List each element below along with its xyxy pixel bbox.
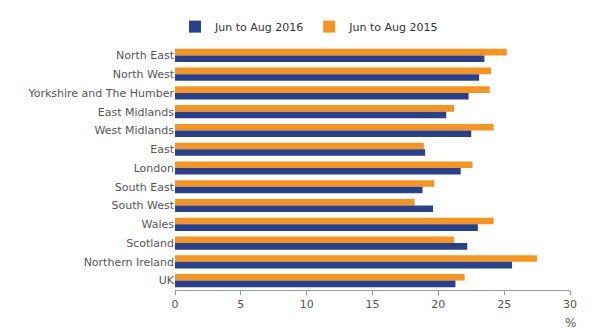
svg-text:Jun to Aug 2016: Jun to Aug 2016 xyxy=(214,21,303,34)
svg-text:Northern Ireland: Northern Ireland xyxy=(84,256,174,269)
svg-text:North East: North East xyxy=(116,49,175,62)
svg-text:15: 15 xyxy=(366,298,380,311)
svg-text:London: London xyxy=(134,162,174,175)
svg-text:Wales: Wales xyxy=(142,218,175,231)
svg-text:Jun to Aug 2015: Jun to Aug 2015 xyxy=(348,21,437,34)
svg-text:%: % xyxy=(565,316,576,330)
svg-text:East: East xyxy=(150,143,174,156)
svg-text:South East: South East xyxy=(115,181,175,194)
svg-text:Scotland: Scotland xyxy=(126,237,174,250)
svg-text:25: 25 xyxy=(497,298,511,311)
svg-text:South West: South West xyxy=(111,199,174,212)
svg-text:North West: North West xyxy=(113,68,175,81)
svg-text:Yorkshire and The Humber: Yorkshire and The Humber xyxy=(27,87,174,100)
svg-text:0: 0 xyxy=(172,298,179,311)
svg-text:5: 5 xyxy=(237,298,244,311)
svg-text:UK: UK xyxy=(159,274,175,287)
svg-text:20: 20 xyxy=(431,298,445,311)
svg-text:10: 10 xyxy=(300,298,314,311)
svg-text:East Midlands: East Midlands xyxy=(98,106,175,119)
svg-text:30: 30 xyxy=(563,298,577,311)
svg-text:West Midlands: West Midlands xyxy=(94,124,174,137)
